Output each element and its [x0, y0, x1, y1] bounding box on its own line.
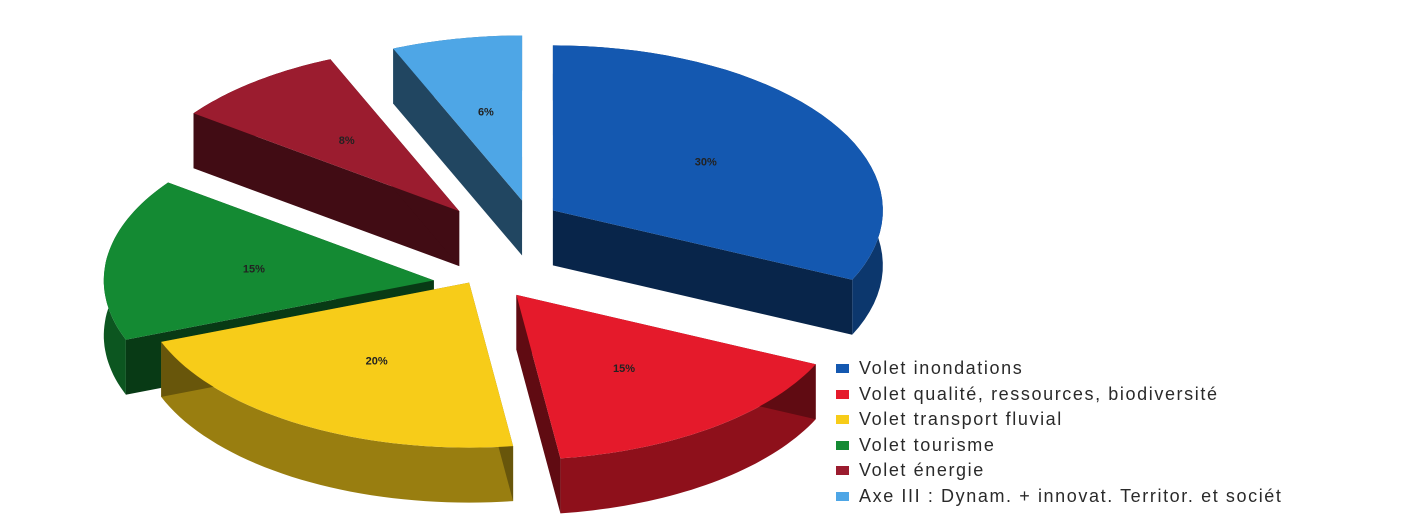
legend-label: Volet tourisme — [859, 434, 996, 455]
pie-slice-edge — [393, 48, 523, 256]
pie-data-label: 15% — [613, 363, 635, 375]
legend-item: Volet énergie — [836, 458, 1283, 484]
pie-slice-top — [103, 182, 434, 340]
pie-slice-3: 20% — [161, 282, 514, 503]
pie-slice-2: 15% — [516, 294, 816, 514]
pie-data-label: 15% — [243, 263, 265, 275]
legend-swatch — [836, 440, 849, 450]
pie-data-label: 20% — [366, 356, 388, 368]
pie-slice-side — [161, 341, 514, 503]
pie-slice-top — [516, 294, 816, 459]
legend-item: Volet tourisme — [836, 433, 1283, 459]
legend-swatch — [836, 491, 849, 501]
pie-slice-5: 8% — [193, 59, 460, 267]
legend-label: Axe III : Dynam. + innovat. Territor. et… — [859, 485, 1283, 506]
pie-data-label: 8% — [339, 135, 355, 147]
legend-item: Volet transport fluvial — [836, 407, 1283, 433]
legend-swatch — [836, 389, 849, 399]
legend-label: Volet énergie — [859, 460, 985, 481]
pie-slice-edge — [516, 294, 561, 514]
legend-item: Volet qualité, ressources, biodiversité — [836, 382, 1283, 408]
pie-slice-top — [393, 35, 523, 201]
pie-slice-side — [560, 364, 816, 514]
legend-label: Volet transport fluvial — [859, 409, 1063, 430]
legend-item: Volet inondations — [836, 356, 1283, 382]
pie-slice-edge — [552, 210, 853, 335]
pie-data-label: 30% — [695, 157, 717, 169]
legend-label: Volet qualité, ressources, biodiversité — [859, 383, 1219, 404]
pie-slice-1: 30% — [552, 45, 883, 335]
pie-slice-top — [552, 45, 883, 280]
legend-label: Volet inondations — [859, 358, 1024, 379]
legend-item: Axe III : Dynam. + innovat. Territor. et… — [836, 484, 1283, 510]
legend-swatch — [836, 364, 849, 374]
legend-swatch — [836, 415, 849, 425]
pie-slice-top — [193, 59, 460, 212]
pie-slice-edge — [193, 113, 460, 267]
legend-swatch — [836, 466, 849, 476]
chart-legend: Volet inondations Volet qualité, ressourc… — [836, 356, 1283, 509]
pie-data-label: 6% — [478, 107, 494, 119]
pie-slice-top — [161, 282, 514, 448]
pie-slice-6: 6% — [393, 35, 523, 256]
